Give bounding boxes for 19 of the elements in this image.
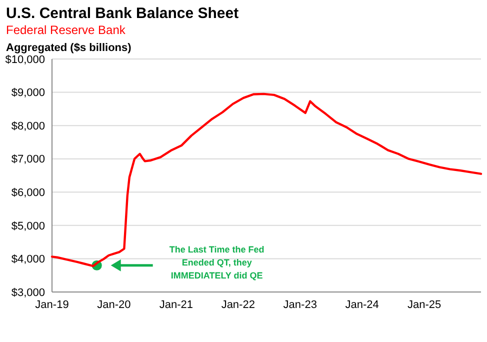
y-tick-label: $5,000	[11, 220, 45, 232]
y-tick-label: $8,000	[11, 120, 45, 132]
x-tick-label: Jan-21	[159, 299, 193, 311]
y-axis-title: Aggregated ($s billions)	[6, 42, 132, 54]
y-tick-label: $10,000	[5, 54, 45, 66]
y-tick-label: $3,000	[11, 286, 45, 299]
y-tick-label: $6,000	[11, 186, 45, 199]
annotation: The Last Time the Fed Eneded QT, they IMMEDIATELY did QE	[169, 244, 264, 280]
x-tick-label: Jan-19	[35, 299, 69, 311]
x-tick-label: Jan-25	[407, 299, 442, 311]
x-tick-label: Jan-22	[221, 299, 255, 311]
x-tick-label: Jan-23	[283, 299, 317, 311]
x-tick-label: Jan-20	[97, 299, 131, 311]
y-tick-label: $4,000	[11, 254, 45, 266]
x-tick-label: Jan-24	[345, 299, 379, 311]
chart-subtitle: Federal Reserve Bank	[6, 23, 126, 37]
chart-title: U.S. Central Bank Balance Sheet	[6, 5, 239, 22]
y-tick-label: $9,000	[11, 87, 45, 100]
y-tick-label: $7,000	[11, 154, 45, 166]
